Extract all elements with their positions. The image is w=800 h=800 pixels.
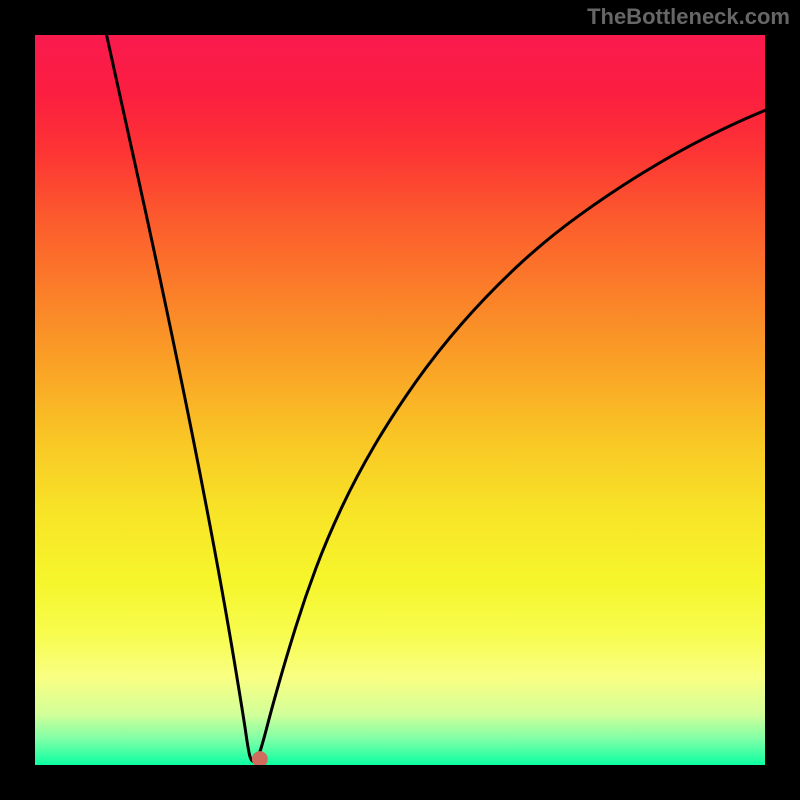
plot-background	[35, 35, 765, 765]
optimal-point-marker	[252, 751, 268, 767]
bottleneck-chart: TheBottleneck.com	[0, 0, 800, 800]
watermark-label: TheBottleneck.com	[587, 4, 790, 30]
chart-svg	[0, 0, 800, 800]
